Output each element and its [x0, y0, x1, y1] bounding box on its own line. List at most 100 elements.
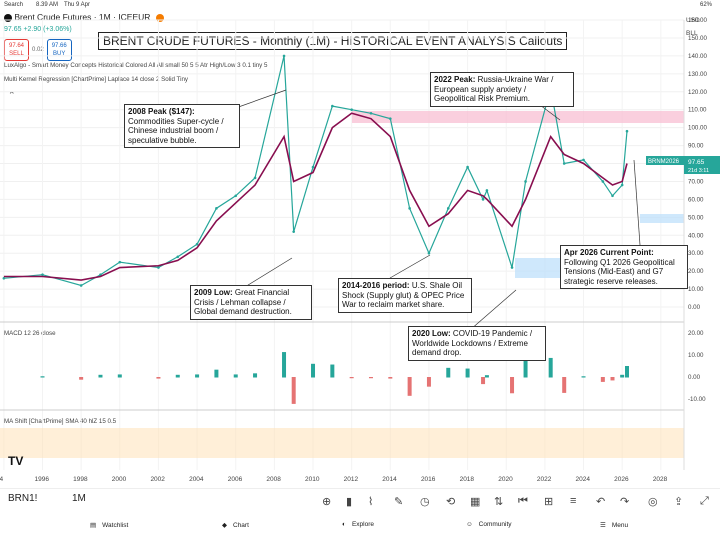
price-tick-label: 20.00	[688, 268, 704, 275]
price-tick-label: 30.00	[688, 250, 704, 257]
indicator-luxalgo[interactable]: LuxAlgo - Smart Money Concepts Historica…	[4, 62, 268, 69]
price-tick-label: 40.00	[688, 232, 704, 239]
date: Thu 9 Apr	[64, 2, 91, 8]
macd-histogram-bar	[330, 364, 335, 378]
sell-button[interactable]: 97.64 SELL	[4, 39, 30, 61]
collapse-icon[interactable]: ⌃	[8, 90, 16, 100]
nav-menu[interactable]: ☰ Menu	[600, 521, 629, 530]
price-tick-label: 50.00	[688, 214, 704, 221]
chart-canvas[interactable]: 160.00 150.00 140.00 130.00 120.00 110.00 100.…	[0, 0, 720, 488]
screenshot-icon[interactable]: ◎	[648, 496, 658, 508]
contract-tag	[646, 156, 684, 165]
macd-histogram-bar	[481, 377, 486, 385]
indicators-icon[interactable]: ⌇	[368, 496, 374, 508]
macd-histogram-bar	[625, 366, 629, 378]
callout-2022-peak: 2022 Peak: Russia-Ukraine War / European…	[430, 72, 574, 107]
candle-type-icon[interactable]: ▮	[346, 496, 353, 508]
time-tick-label: 2022	[537, 476, 552, 483]
symbol-selector[interactable]: BRN1!	[8, 493, 38, 504]
current-price-tag	[684, 156, 720, 174]
currency-badge-icon	[155, 13, 164, 22]
price-point	[215, 207, 218, 210]
indicator-macd[interactable]: MACD 12 26 close	[4, 330, 56, 337]
time-tick-label: 2002	[150, 476, 165, 483]
price-point	[2, 277, 6, 280]
time-tick-label: 2012	[344, 476, 359, 483]
time-tick-label: 2016	[421, 476, 436, 483]
price-tick-label: 110.00	[688, 107, 707, 114]
price-point	[195, 242, 199, 246]
price-point	[601, 180, 605, 183]
templates-icon[interactable]: ▦	[470, 496, 481, 508]
time-tick-label: 2014	[382, 476, 397, 483]
macd-histogram-bar	[600, 377, 605, 382]
macd-histogram-bar	[233, 374, 238, 378]
price-point	[282, 54, 286, 58]
macd-histogram-bar	[175, 374, 180, 378]
price-point	[157, 266, 160, 269]
macd-histogram-bar	[253, 373, 258, 378]
alert-icon[interactable]: ◷	[420, 496, 430, 508]
price-point	[234, 194, 238, 198]
macd-tick-label: 10.00	[688, 352, 704, 359]
time-tick-label: 2028	[653, 476, 668, 483]
battery-level: 62%	[700, 2, 713, 8]
time-tick-label: 94	[0, 476, 3, 483]
price-tick-label: 130.00	[688, 71, 707, 78]
redo-icon[interactable]: ↷	[620, 496, 630, 508]
indicator-mashift[interactable]: MA Shift [ChartPrime] SMA 40 hlZ 15 0.5	[4, 418, 117, 425]
timeframe-selector[interactable]: 1M	[72, 493, 86, 504]
price-point	[562, 162, 566, 165]
undo-icon[interactable]: ↶	[596, 496, 606, 508]
price-tick-label: 90.00	[688, 143, 704, 150]
callout-2026-current: Apr 2026 Current Point: Following Q1 202…	[560, 245, 688, 289]
nav-watchlist[interactable]: ▤ Watchlist	[90, 521, 129, 530]
macd-histogram-bar	[282, 352, 287, 378]
menu-icon: ☰	[600, 522, 606, 529]
kernel-regression-line	[3, 112, 628, 281]
mashift-band	[0, 428, 684, 458]
price-tick-label: 10.00	[688, 286, 704, 293]
share-icon[interactable]: ⇪	[674, 496, 684, 508]
macd-histogram-bar	[98, 374, 103, 378]
explore-icon: ◐	[342, 521, 346, 528]
drawing-tools-icon[interactable]: ✎	[394, 496, 404, 508]
price-tick-label: 160.00	[688, 17, 707, 24]
nav-explore[interactable]: ◐ Explore	[342, 521, 374, 528]
price-point	[369, 111, 373, 115]
price-point	[79, 284, 83, 287]
macd-tick-label: 20.00	[688, 330, 704, 337]
bar-countdown: 21d 3:11	[688, 168, 709, 174]
compare-icon[interactable]: ⇅	[494, 496, 504, 508]
price-point	[253, 176, 257, 180]
price-tick-label: 70.00	[688, 178, 704, 185]
replay-back-icon[interactable]: ⏮	[518, 495, 528, 507]
macd-histogram-bar	[368, 377, 373, 379]
macd-histogram-bar	[407, 377, 412, 396]
macd-histogram-bar	[349, 377, 354, 379]
community-icon: ☺	[466, 521, 473, 528]
nav-chart[interactable]: ◆ Chart	[222, 521, 249, 530]
bottom-toolbar	[0, 488, 720, 541]
currency-label: USD	[686, 17, 700, 24]
time-tick-label: 2026	[614, 476, 629, 483]
macd-histogram-bar	[510, 377, 515, 394]
instrument-logo-icon	[4, 13, 12, 22]
add-icon[interactable]: ⊕	[322, 496, 332, 508]
price-point	[625, 129, 629, 133]
macd-histogram-bar	[620, 374, 625, 378]
callout-2014-2016: 2014-2016 period: U.S. Shale Oil Shock (…	[338, 278, 472, 313]
status-bar: Search 8.39 AM Thu 9 Apr 62%	[0, 0, 720, 10]
price-point	[408, 207, 411, 210]
fullscreen-icon[interactable]: ⤢	[700, 495, 709, 507]
search-back-link[interactable]: Search	[4, 2, 24, 8]
buy-button[interactable]: 97.66 BUY	[46, 39, 72, 61]
instrument-header[interactable]: Brent Crude Futures · 1M · ICEEUR	[4, 12, 164, 22]
macd-histogram-bar	[214, 369, 219, 378]
indicator-kernel-regression[interactable]: Multi Kernel Regression [ChartPrime] Lap…	[4, 76, 188, 83]
object-tree-icon[interactable]: ≡	[570, 495, 577, 507]
price-point	[350, 108, 353, 111]
replay-icon[interactable]: ⟲	[446, 496, 456, 508]
layout-icon[interactable]: ⊞	[544, 496, 554, 508]
nav-community[interactable]: ☺ Community	[466, 521, 512, 528]
